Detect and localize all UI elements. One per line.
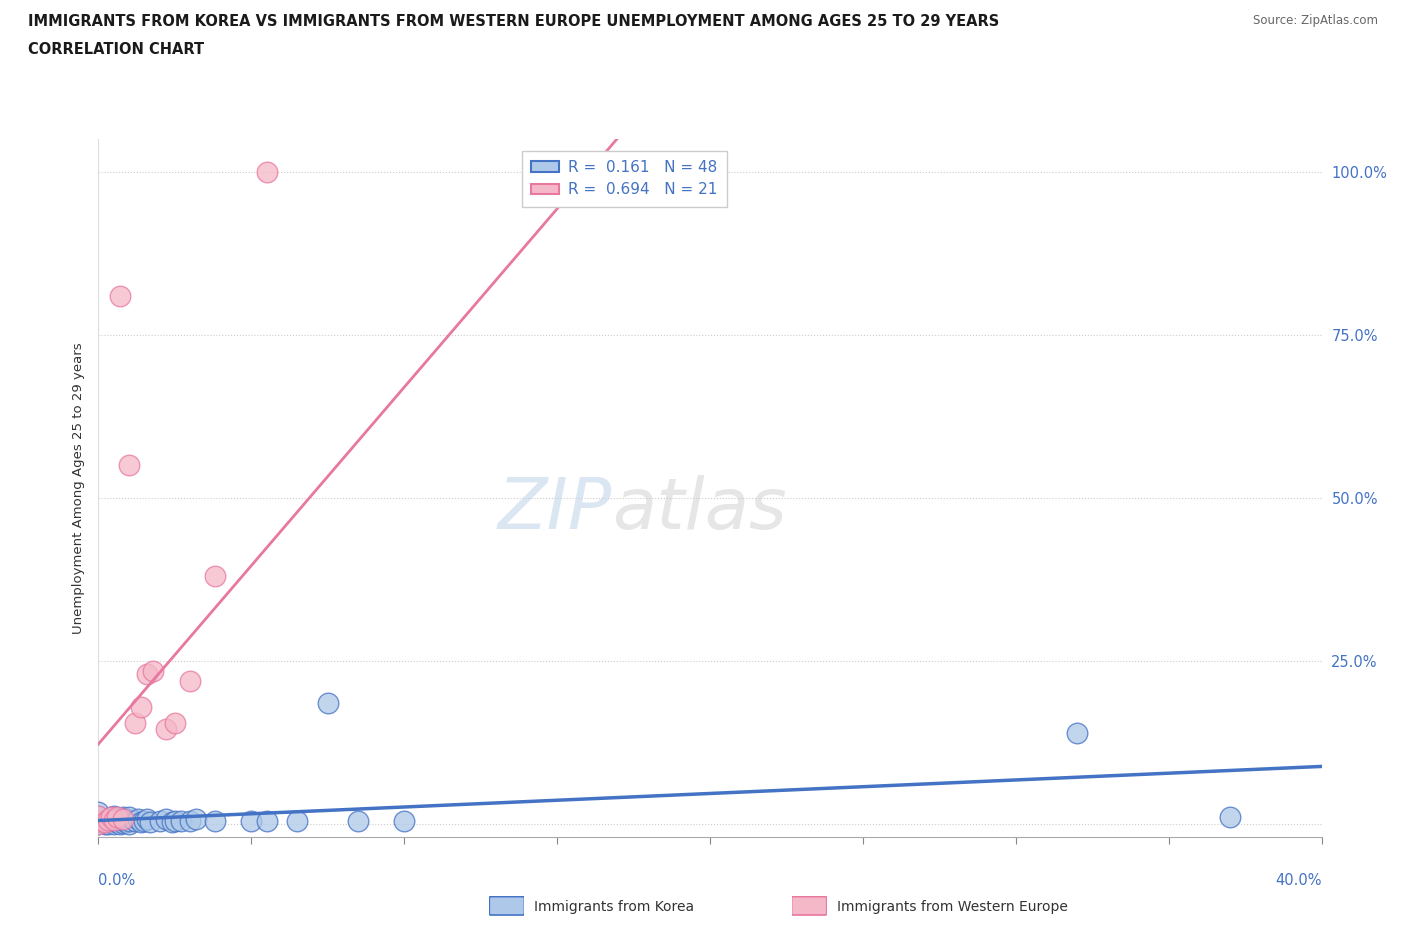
Point (87, 817, 110, 831)
Text: ZIP: ZIP (498, 474, 612, 544)
Point (668, 165, 690, 179)
Text: Immigrants from Western Europe: Immigrants from Western Europe (837, 899, 1067, 914)
Point (142, 663, 165, 678)
Point (111, 813, 134, 828)
Point (103, 817, 125, 831)
Text: 0.0%: 0.0% (98, 873, 135, 888)
Point (115, 811, 138, 826)
Point (139, 815, 162, 830)
Point (163, 715, 186, 730)
Point (285, 813, 308, 828)
Point (93, 817, 115, 831)
Point (160, 815, 183, 830)
Point (204, 813, 226, 828)
Point (87, 811, 110, 826)
Point (316, 696, 339, 711)
Point (118, 813, 141, 828)
Point (108, 813, 131, 828)
Y-axis label: Unemployment Among Ages 25 to 29 years: Unemployment Among Ages 25 to 29 years (72, 342, 84, 634)
Point (392, 813, 416, 828)
FancyBboxPatch shape (792, 897, 827, 915)
FancyBboxPatch shape (489, 897, 524, 915)
Point (103, 809, 125, 824)
Point (256, 813, 278, 828)
Point (118, 458, 141, 472)
Point (105, 815, 128, 830)
Point (170, 814, 193, 829)
Point (105, 810, 128, 825)
Point (100, 810, 122, 825)
Point (97, 817, 120, 831)
Text: atlas: atlas (612, 474, 787, 544)
Point (87, 813, 110, 828)
Text: IMMIGRANTS FROM KOREA VS IMMIGRANTS FROM WESTERN EUROPE UNEMPLOYMENT AMONG AGES : IMMIGRANTS FROM KOREA VS IMMIGRANTS FROM… (28, 14, 1000, 29)
Point (108, 817, 131, 831)
Point (1219, 810, 1241, 825)
Point (163, 813, 186, 828)
Point (93, 815, 115, 830)
Point (186, 812, 208, 827)
Point (87, 809, 110, 824)
Point (97, 812, 120, 827)
Point (118, 817, 141, 831)
Point (97, 813, 120, 828)
Point (87, 809, 110, 824)
Point (136, 812, 159, 827)
Point (129, 699, 152, 714)
Text: CORRELATION CHART: CORRELATION CHART (28, 42, 204, 57)
Point (108, 288, 131, 303)
Text: Immigrants from Korea: Immigrants from Korea (534, 899, 695, 914)
Point (124, 715, 146, 730)
Point (115, 815, 138, 830)
Legend: R =  0.161   N = 48, R =  0.694   N = 21: R = 0.161 N = 48, R = 0.694 N = 21 (522, 151, 727, 206)
Point (105, 811, 128, 826)
Point (155, 722, 177, 737)
Point (103, 813, 125, 828)
Point (179, 673, 201, 688)
Point (127, 812, 149, 827)
Point (93, 813, 115, 828)
Point (149, 813, 172, 828)
Point (87, 817, 110, 831)
Point (134, 813, 156, 828)
Point (87, 813, 110, 828)
Point (111, 816, 134, 830)
Point (347, 813, 370, 828)
Point (240, 813, 263, 828)
Point (155, 812, 177, 827)
Text: Source: ZipAtlas.com: Source: ZipAtlas.com (1253, 14, 1378, 27)
Point (118, 810, 141, 825)
Point (1066, 725, 1088, 740)
Point (100, 810, 122, 825)
Point (204, 569, 226, 584)
Point (100, 815, 122, 830)
Point (111, 810, 134, 825)
Text: 40.0%: 40.0% (1275, 873, 1322, 888)
Point (87, 804, 110, 819)
Point (129, 815, 152, 830)
Point (256, 165, 278, 179)
Point (136, 667, 159, 682)
Point (124, 814, 146, 829)
Point (111, 811, 134, 826)
Point (103, 813, 125, 828)
Point (179, 813, 201, 828)
